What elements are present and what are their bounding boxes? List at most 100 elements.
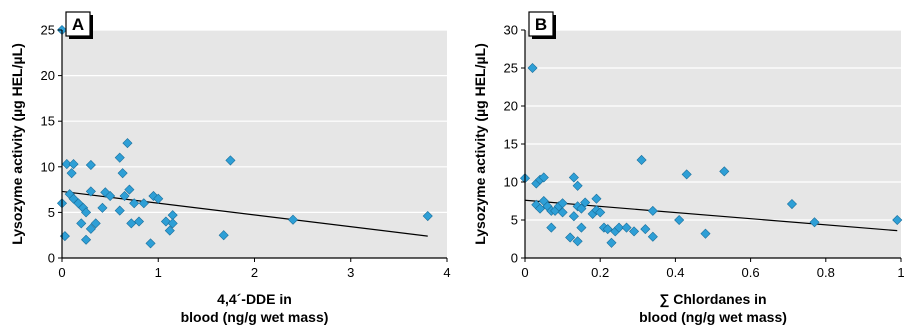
data-point — [535, 203, 546, 214]
x-tick-label: 0.4 — [666, 265, 684, 280]
y-tick-label: 5 — [511, 213, 518, 228]
panel-badge-box — [65, 11, 91, 37]
y-tick-label: 0 — [48, 251, 55, 266]
data-point — [153, 193, 164, 204]
data-point — [595, 207, 606, 218]
x-tick-label: 0.2 — [591, 265, 609, 280]
y-tick-labels: 0 5 10 15 20 25 — [41, 23, 62, 266]
data-point — [576, 222, 587, 233]
data-point — [613, 222, 625, 233]
data-point — [580, 197, 591, 208]
grid-lines — [62, 29, 447, 213]
x-axis-label-line2: blood (ng/g wet mass) — [181, 309, 329, 325]
panel-label: A — [72, 15, 84, 34]
x-axis-label-line1: ∑ Chlordanes in — [659, 291, 766, 308]
data-point — [129, 198, 140, 209]
x-tick-label: 1 — [155, 265, 162, 280]
y-tick-label: 10 — [41, 159, 55, 174]
data-point — [674, 214, 685, 226]
data-point — [122, 138, 133, 149]
y-tick-label: 20 — [41, 68, 55, 83]
x-tick-labels: 0 1 2 3 4 — [58, 258, 451, 280]
data-point — [629, 226, 640, 237]
data-point — [100, 187, 111, 198]
y-tick-label: 5 — [48, 205, 55, 220]
x-tick-label: 0 — [58, 265, 65, 280]
data-point — [81, 207, 92, 218]
data-point — [565, 232, 576, 243]
y-tick-label: 0 — [511, 251, 518, 266]
data-point — [546, 222, 557, 233]
data-points — [56, 24, 433, 249]
data-point — [681, 169, 692, 180]
plot-area — [62, 30, 447, 258]
data-point — [557, 207, 568, 218]
data-point — [572, 236, 583, 247]
x-axis-label-line1: 4,4´-DDE in — [217, 291, 292, 307]
data-point — [225, 155, 236, 166]
data-point — [621, 222, 632, 233]
grid-lines — [525, 29, 901, 221]
data-point — [786, 199, 797, 210]
data-point — [85, 186, 96, 197]
chart-panel-b: 0 0.2 0.4 0.6 0.8 1 0 5 10 15 20 25 30 B Lysozyme a… — [472, 11, 905, 325]
x-tick-label: 0.6 — [742, 265, 760, 280]
y-tick-label: 20 — [504, 99, 518, 114]
data-point — [647, 205, 658, 216]
data-point — [606, 237, 617, 248]
data-point — [527, 62, 538, 74]
data-point — [591, 193, 602, 204]
panel-badge-box — [528, 11, 554, 37]
data-point — [719, 166, 730, 177]
panel-label: B — [535, 15, 547, 34]
data-point — [66, 168, 77, 179]
data-point — [640, 224, 651, 235]
data-point — [68, 159, 79, 170]
data-point — [809, 217, 820, 228]
data-point — [422, 211, 433, 222]
y-tick-label: 10 — [504, 175, 518, 190]
y-tick-labels: 0 5 10 15 20 25 30 — [504, 23, 525, 266]
data-point — [568, 172, 579, 183]
data-point — [114, 152, 125, 163]
chart-panel-a: 0 1 2 3 4 0 5 10 15 20 25 A Lysozyme activity (µg… — [9, 11, 451, 325]
y-tick-label: 15 — [41, 114, 55, 129]
data-point — [97, 202, 108, 213]
x-tick-label: 1 — [897, 265, 904, 280]
x-tick-label: 2 — [251, 265, 258, 280]
data-point — [892, 214, 903, 226]
y-tick-label: 15 — [504, 137, 518, 152]
data-point — [138, 198, 149, 209]
data-point — [602, 224, 613, 235]
data-point — [119, 190, 130, 202]
x-tick-label: 3 — [347, 265, 354, 280]
data-point — [81, 234, 92, 245]
data-point — [85, 159, 96, 171]
y-tick-label: 30 — [504, 23, 518, 38]
x-tick-label: 0.8 — [817, 265, 835, 280]
x-axis-label-line2: blood (ng/g wet mass) — [639, 309, 787, 325]
data-point — [90, 218, 101, 229]
y-axis-label: Lysozyme activity (µg HEL/µL) — [9, 43, 25, 245]
y-axis-label: Lysozyme activity (µg HEL/µL) — [472, 43, 488, 245]
data-point — [287, 214, 299, 225]
data-point — [647, 231, 658, 242]
data-point — [636, 154, 647, 165]
panel-badge: A — [65, 11, 93, 39]
data-points — [519, 62, 903, 248]
data-point — [133, 216, 145, 227]
data-point — [61, 159, 72, 170]
panel-badge: B — [528, 11, 556, 39]
data-point — [700, 228, 711, 239]
y-tick-label: 25 — [41, 23, 55, 38]
data-point — [124, 184, 135, 195]
data-point — [145, 238, 156, 249]
data-point — [85, 223, 96, 234]
data-point — [167, 218, 178, 229]
x-tick-labels: 0 0.2 0.4 0.6 0.8 1 — [521, 258, 905, 280]
data-point — [568, 211, 579, 222]
data-point — [218, 230, 229, 241]
data-point — [572, 180, 583, 191]
data-point — [117, 168, 128, 179]
